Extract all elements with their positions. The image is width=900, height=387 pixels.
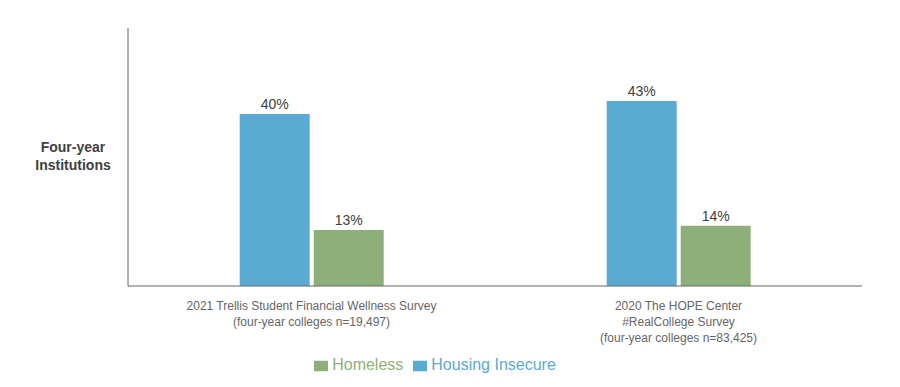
svg-text:43%: 43% <box>628 83 656 99</box>
html-text:Homeless: Homeless <box>332 356 404 373</box>
svg-text:Four-yearInstitutions: Four-yearInstitutions <box>35 139 111 173</box>
html-text:Housing Insecure: Housing Insecure <box>431 356 556 373</box>
svg-text:13%: 13% <box>335 212 363 228</box>
svg-text:2020 The HOPE Center#RealColle: 2020 The HOPE Center#RealCollege Survey(… <box>600 299 757 345</box>
svg-text:14%: 14% <box>702 208 730 224</box>
svg-text:40%: 40% <box>261 96 289 112</box>
svg-text:2021 Trellis Student Financial: 2021 Trellis Student Financial Wellness … <box>187 299 437 329</box>
